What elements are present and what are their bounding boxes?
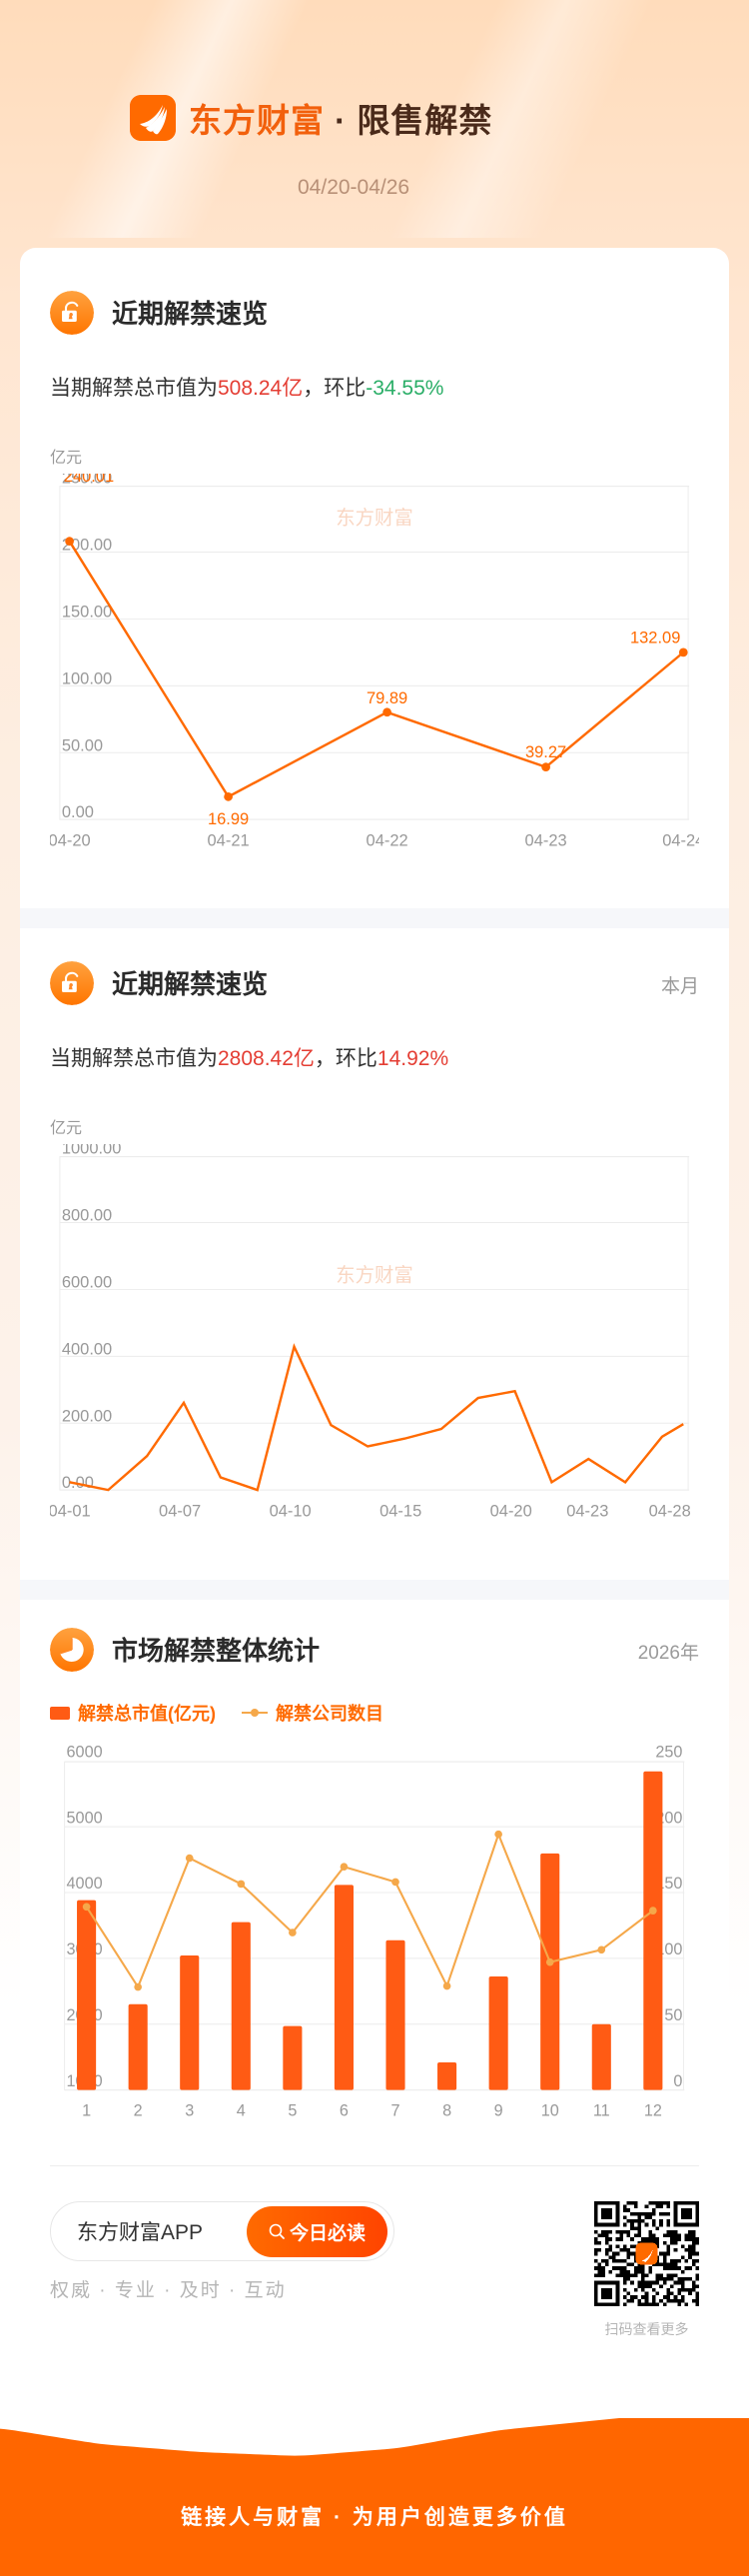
svg-text:6: 6	[340, 2101, 349, 2119]
svg-text:04-23: 04-23	[525, 831, 567, 849]
svg-text:1000.00: 1000.00	[62, 1144, 122, 1158]
svg-text:04-01: 04-01	[50, 1502, 91, 1520]
svg-text:16.99: 16.99	[208, 810, 249, 828]
svg-text:0: 0	[673, 2072, 682, 2090]
svg-text:11: 11	[593, 2101, 610, 2119]
svg-text:9: 9	[494, 2101, 503, 2119]
svg-text:2: 2	[134, 2101, 143, 2119]
svg-text:600.00: 600.00	[62, 1273, 112, 1291]
svg-text:东方财富: 东方财富	[336, 1265, 413, 1287]
svg-text:04-20: 04-20	[490, 1502, 532, 1520]
svg-text:200.00: 200.00	[62, 1407, 112, 1425]
svg-text:39.27: 39.27	[525, 743, 566, 761]
svg-text:04-21: 04-21	[208, 831, 250, 849]
svg-text:东方财富: 东方财富	[336, 507, 413, 529]
svg-text:4000: 4000	[67, 1875, 103, 1893]
svg-text:04-28: 04-28	[649, 1502, 691, 1520]
svg-text:4: 4	[237, 2101, 246, 2119]
svg-text:04-22: 04-22	[367, 831, 408, 849]
svg-text:150.00: 150.00	[62, 603, 112, 621]
svg-text:0.00: 0.00	[62, 803, 94, 821]
svg-text:04-20: 04-20	[50, 831, 91, 849]
svg-text:04-15: 04-15	[379, 1502, 421, 1520]
svg-text:1: 1	[82, 2101, 91, 2119]
svg-text:04-24: 04-24	[662, 831, 699, 849]
svg-text:10: 10	[541, 2101, 559, 2119]
svg-text:04-23: 04-23	[566, 1502, 608, 1520]
svg-text:100.00: 100.00	[62, 669, 112, 687]
svg-text:50: 50	[664, 2006, 682, 2024]
svg-text:7: 7	[390, 2101, 399, 2119]
svg-text:04-07: 04-07	[159, 1502, 201, 1520]
svg-text:12: 12	[644, 2101, 662, 2119]
svg-text:04-10: 04-10	[270, 1502, 312, 1520]
svg-text:240.01: 240.01	[64, 474, 114, 486]
svg-text:6000: 6000	[67, 1744, 103, 1761]
svg-text:5000: 5000	[67, 1809, 103, 1827]
svg-text:8: 8	[442, 2101, 451, 2119]
svg-text:5: 5	[288, 2101, 297, 2119]
svg-text:800.00: 800.00	[62, 1207, 112, 1225]
svg-text:50.00: 50.00	[62, 736, 103, 754]
svg-text:132.09: 132.09	[630, 630, 680, 647]
svg-text:3: 3	[185, 2101, 194, 2119]
svg-text:400.00: 400.00	[62, 1340, 112, 1358]
svg-text:250: 250	[655, 1744, 682, 1761]
svg-text:79.89: 79.89	[367, 689, 407, 707]
